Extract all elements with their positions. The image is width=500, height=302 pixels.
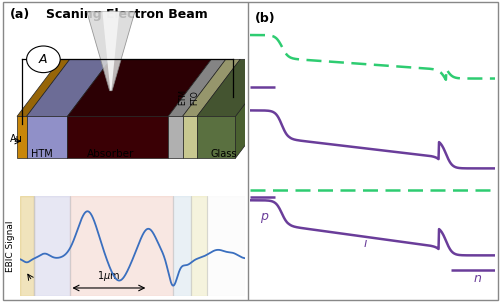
Bar: [173, 196, 191, 296]
Polygon shape: [68, 59, 212, 116]
Text: (a): (a): [10, 8, 30, 21]
Bar: [191, 196, 207, 296]
Text: HTM: HTM: [32, 149, 53, 159]
Text: i: i: [364, 237, 367, 250]
Bar: [20, 196, 34, 296]
Polygon shape: [236, 59, 279, 158]
Polygon shape: [168, 116, 182, 158]
Polygon shape: [102, 12, 119, 91]
Polygon shape: [68, 116, 168, 158]
Bar: [207, 196, 245, 296]
Polygon shape: [17, 59, 70, 116]
Text: Au: Au: [10, 133, 22, 143]
Text: A: A: [39, 53, 48, 66]
Text: ETM: ETM: [178, 89, 187, 105]
Text: FTO: FTO: [190, 90, 199, 105]
Bar: [70, 196, 173, 296]
Polygon shape: [26, 116, 68, 158]
Text: Glass: Glass: [210, 149, 236, 159]
Text: Scaning Electron Beam: Scaning Electron Beam: [46, 8, 207, 21]
Text: EBIC Signal: EBIC Signal: [6, 220, 16, 272]
Polygon shape: [197, 59, 278, 116]
Polygon shape: [182, 59, 240, 116]
Text: n: n: [474, 272, 482, 285]
Polygon shape: [168, 59, 226, 116]
Polygon shape: [26, 59, 110, 116]
Bar: [34, 196, 70, 296]
Text: p: p: [260, 210, 268, 223]
Text: $1\mu$m: $1\mu$m: [98, 269, 120, 283]
Polygon shape: [17, 116, 26, 158]
Polygon shape: [197, 116, 235, 158]
Polygon shape: [182, 116, 197, 158]
Text: Absorber: Absorber: [87, 149, 134, 159]
Circle shape: [26, 46, 60, 73]
Polygon shape: [87, 12, 135, 91]
Text: (b): (b): [255, 12, 276, 25]
